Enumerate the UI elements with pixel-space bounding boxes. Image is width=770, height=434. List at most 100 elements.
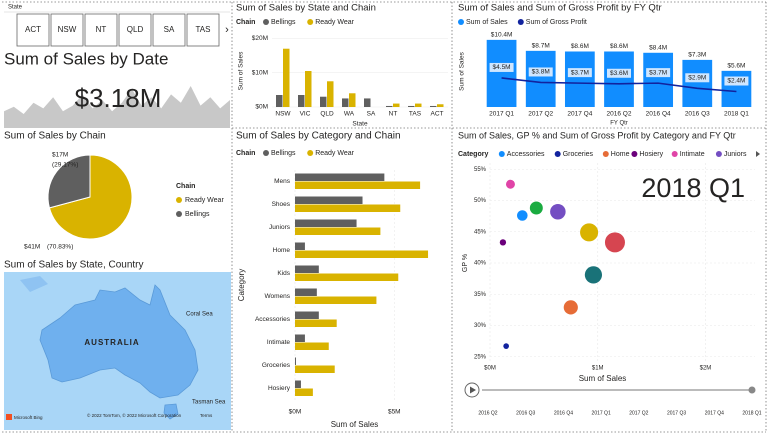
- x-tick-label: VIC: [300, 111, 311, 118]
- data-label: $3.7M: [649, 69, 667, 76]
- data-label: (29.17%): [52, 162, 78, 169]
- slicer-item: NT: [96, 25, 107, 34]
- legend-marker: [554, 151, 561, 157]
- x-tick-label: NT: [389, 111, 398, 118]
- scatter-point: [550, 204, 566, 220]
- scatter-point: [563, 300, 578, 315]
- y-tick-label: $0M: [255, 104, 268, 111]
- legend-title: Chain: [236, 150, 255, 157]
- play-axis-label: 2017 Q4: [705, 410, 724, 416]
- y-tick-label: Womens: [264, 293, 290, 300]
- chart-title: Sum of Sales and Sum of Gross Profit by …: [458, 3, 662, 14]
- slicer-item: SA: [164, 25, 175, 34]
- x-tick-label: 2017 Q2: [528, 111, 553, 118]
- bar: [430, 105, 437, 107]
- legend-marker: [498, 151, 505, 157]
- slicer-item: QLD: [127, 25, 144, 34]
- x-tick-label: $2M: [700, 366, 712, 372]
- data-label: $2.4M: [727, 78, 745, 85]
- y-tick-label: Juniors: [269, 224, 291, 231]
- legend-next-arrow[interactable]: [756, 151, 760, 157]
- play-handle[interactable]: [748, 386, 756, 394]
- slicer-button[interactable]: TAS: [186, 13, 220, 47]
- x-axis-label: State: [352, 121, 368, 128]
- legend-label: Bellings: [271, 150, 296, 157]
- bar: [327, 81, 334, 107]
- slicer-button-box: [118, 13, 152, 47]
- play-axis-label: 2016 Q3: [516, 410, 535, 416]
- y-tick-label: Shoes: [272, 201, 291, 208]
- data-label: $41M: [24, 244, 40, 251]
- x-tick-label: 2018 Q1: [724, 111, 749, 118]
- data-label: $3.8M: [532, 69, 550, 76]
- slicer-button[interactable]: NT: [84, 13, 118, 47]
- slicer-button[interactable]: QLD: [118, 13, 152, 47]
- data-label-box: [489, 62, 514, 72]
- data-label-box: [528, 67, 553, 77]
- y-tick-label: 50%: [474, 198, 487, 204]
- x-tick-label: $0M: [289, 409, 302, 416]
- play-axis-label: 2016 Q4: [554, 410, 573, 416]
- x-axis-label: Sum of Sales: [331, 420, 379, 429]
- x-tick-label: WA: [344, 111, 355, 118]
- bar: [283, 48, 290, 107]
- y-tick-label: $10M: [252, 69, 268, 76]
- play-button[interactable]: [464, 382, 480, 398]
- data-label: $8.7M: [532, 43, 550, 50]
- legend-marker: [715, 151, 722, 157]
- map-terms[interactable]: Terms: [200, 413, 213, 418]
- slicer-next-arrow[interactable]: ›: [225, 24, 229, 36]
- legend-title: Category: [458, 151, 488, 158]
- bar: [342, 98, 349, 107]
- legend-marker: [176, 197, 182, 203]
- map[interactable]: AUSTRALIA Coral Sea Tasman Sea © 2022 To…: [4, 272, 231, 430]
- legend-marker: [307, 150, 314, 156]
- y-tick-label: 40%: [474, 261, 487, 267]
- slicer-title: State: [8, 5, 23, 11]
- legend-label: Juniors: [724, 151, 747, 158]
- bar: [305, 71, 312, 107]
- bar: [295, 288, 317, 296]
- line: [501, 77, 737, 93]
- map-title: Sum of Sales by State, Country: [4, 260, 144, 271]
- legend-label: Ready Wear: [185, 197, 224, 204]
- bar: [295, 319, 337, 327]
- bar: [295, 380, 301, 388]
- bar: [276, 95, 283, 107]
- bar: [295, 181, 421, 189]
- y-tick-label: 30%: [474, 323, 487, 329]
- chart-title: Sum of Sales by Date: [4, 49, 168, 68]
- bar: [295, 242, 305, 250]
- slicer-button[interactable]: ACT: [16, 13, 50, 47]
- scatter-point: [517, 210, 528, 221]
- slicer-item: NSW: [58, 25, 77, 34]
- y-axis-label: Sum of Sales: [238, 51, 245, 90]
- bar: [295, 173, 385, 181]
- bar: [295, 219, 357, 227]
- x-tick-label: 2016 Q4: [646, 111, 671, 118]
- slicer-button-box: [152, 13, 186, 47]
- x-tick-label: TAS: [409, 111, 422, 118]
- legend-label: Bellings: [185, 211, 210, 218]
- bar: [295, 388, 313, 396]
- bar: [393, 103, 400, 107]
- scatter-point: [604, 232, 625, 253]
- data-label: $3.7M: [571, 69, 589, 76]
- slicer-button[interactable]: NSW: [50, 13, 84, 47]
- annotation: 2018 Q1: [641, 173, 745, 203]
- area: [4, 86, 230, 128]
- data-label: $10.4M: [491, 32, 513, 39]
- slicer-button[interactable]: SA: [152, 13, 186, 47]
- y-axis-label: Sum of Sales: [459, 51, 466, 90]
- bar: [486, 39, 517, 107]
- map-label: AUSTRALIA: [84, 338, 139, 347]
- pie-slice: [48, 154, 133, 240]
- x-tick-label: 2016 Q3: [685, 111, 710, 118]
- bar: [295, 265, 319, 273]
- x-tick-label: $0M: [484, 366, 496, 372]
- bar: [386, 105, 393, 107]
- y-tick-label: 35%: [474, 292, 487, 298]
- x-tick-label: 2017 Q4: [567, 111, 592, 118]
- play-axis-label: 2017 Q1: [592, 410, 611, 416]
